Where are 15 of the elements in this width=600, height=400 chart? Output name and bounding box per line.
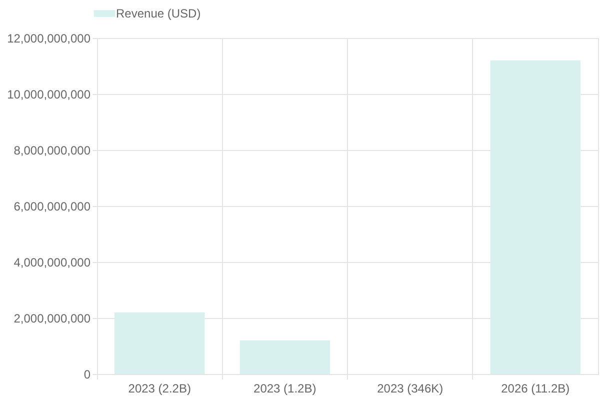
- bar: [490, 60, 580, 374]
- y-tick-label: 6,000,000,000: [14, 200, 91, 214]
- x-tick-label: 2023 (1.2B): [254, 382, 316, 396]
- y-tick-label: 8,000,000,000: [14, 144, 91, 158]
- y-tick-label: 12,000,000,000: [7, 32, 91, 46]
- x-tick-label: 2023 (2.2B): [128, 382, 191, 396]
- bar: [114, 312, 205, 374]
- y-tick-label: 10,000,000,000: [7, 88, 91, 102]
- bar: [240, 340, 330, 374]
- y-tick-label: 2,000,000,000: [14, 312, 91, 326]
- y-tick-label: 4,000,000,000: [14, 256, 91, 270]
- x-tick-label: 2023 (346K): [377, 382, 444, 396]
- x-tick-label: 2026 (11.2B): [501, 382, 570, 396]
- y-tick-label: 0: [84, 368, 91, 382]
- legend-label: Revenue (USD): [116, 6, 201, 20]
